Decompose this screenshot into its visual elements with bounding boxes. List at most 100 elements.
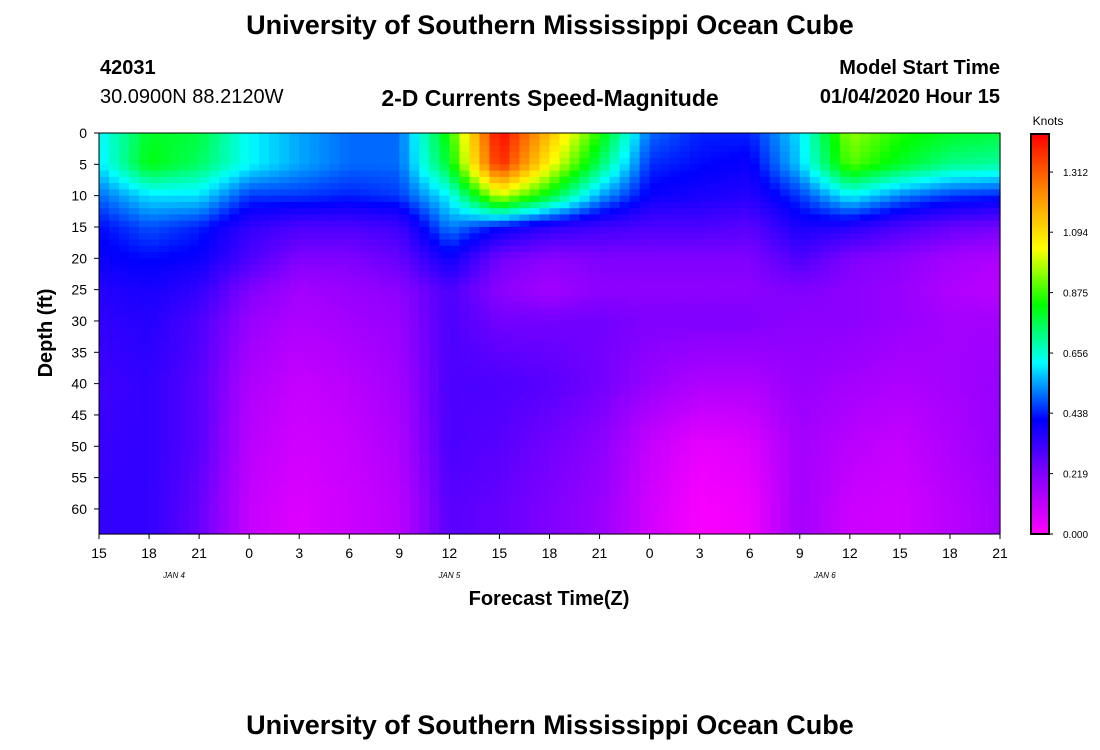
heatmap-cell: [499, 220, 511, 228]
heatmap-cell: [319, 452, 330, 460]
heatmap-cell: [909, 327, 921, 335]
heatmap-cell: [619, 408, 631, 416]
heatmap-cell: [689, 346, 701, 353]
heatmap-cell: [179, 245, 190, 253]
heatmap-cell: [259, 396, 270, 404]
heatmap-cell: [539, 220, 551, 228]
heatmap-cell: [239, 377, 250, 385]
heatmap-cell: [389, 320, 400, 328]
heatmap-cell: [939, 239, 951, 247]
heatmap-cell: [399, 352, 410, 360]
heatmap-cell: [119, 308, 130, 316]
heatmap-cell: [969, 201, 981, 209]
heatmap-cell: [519, 346, 531, 353]
heatmap-cell: [969, 295, 981, 303]
heatmap-cell: [219, 151, 230, 159]
heatmap-cell: [739, 414, 751, 422]
heatmap-cell: [269, 145, 280, 153]
heatmap-cell: [159, 158, 170, 165]
heatmap-cell: [139, 183, 150, 190]
heatmap-cell: [369, 252, 380, 259]
heatmap-cell: [639, 396, 651, 404]
heatmap-cell: [849, 270, 861, 278]
heatmap-cell: [849, 195, 861, 203]
heatmap-cell: [839, 320, 851, 328]
heatmap-cell: [889, 283, 901, 291]
heatmap-cell: [939, 264, 951, 272]
heatmap-cell: [239, 170, 250, 178]
heatmap-cell: [549, 252, 561, 259]
heatmap-cell: [289, 289, 300, 297]
heatmap-cell: [299, 302, 310, 310]
heatmap-cell: [289, 258, 300, 266]
heatmap-cell: [879, 283, 891, 291]
heatmap-cell: [919, 283, 931, 291]
heatmap-cell: [769, 427, 781, 435]
heatmap-cell: [559, 377, 571, 385]
heatmap-cell: [699, 189, 711, 197]
heatmap-cell: [959, 302, 971, 310]
heatmap-cell: [989, 258, 1001, 266]
heatmap-cell: [939, 145, 951, 153]
heatmap-cell: [609, 427, 621, 435]
heatmap-cell: [649, 452, 661, 460]
heatmap-cell: [179, 151, 190, 159]
heatmap-cell: [949, 133, 961, 140]
heatmap-cell: [489, 364, 501, 372]
heatmap-cell: [519, 245, 531, 253]
heatmap-cell: [979, 270, 991, 278]
heatmap-cell: [929, 358, 941, 366]
heatmap-cell: [329, 164, 340, 172]
heatmap-cell: [799, 277, 811, 284]
heatmap-cell: [439, 433, 450, 441]
heatmap-cell: [529, 414, 541, 422]
heatmap-cell: [579, 320, 591, 328]
heatmap-cell: [709, 133, 721, 140]
heatmap-cell: [809, 383, 821, 391]
heatmap-cell: [109, 302, 120, 310]
heatmap-cell: [159, 133, 170, 140]
heatmap-cell: [339, 402, 350, 410]
heatmap-cell: [179, 320, 190, 328]
heatmap-cell: [509, 383, 521, 391]
heatmap-cell: [169, 433, 180, 441]
heatmap-cell: [959, 458, 971, 466]
heatmap-cell: [279, 414, 290, 422]
heatmap-cell: [459, 383, 471, 391]
heatmap-cell: [449, 446, 460, 454]
heatmap-cell: [509, 258, 521, 266]
heatmap-cell: [379, 352, 390, 360]
heatmap-cell: [779, 333, 791, 341]
heatmap-cell: [629, 383, 641, 391]
heatmap-cell: [99, 364, 110, 372]
heatmap-cell: [499, 283, 511, 291]
heatmap-cell: [849, 433, 861, 441]
heatmap-cell: [579, 427, 591, 435]
heatmap-cell: [639, 377, 651, 385]
heatmap-cell: [759, 277, 771, 284]
heatmap-cell: [529, 452, 541, 460]
heatmap-cell: [279, 427, 290, 435]
heatmap-cell: [559, 364, 571, 372]
heatmap-cell: [809, 195, 821, 203]
heatmap-cell: [359, 245, 370, 253]
heatmap-cell: [919, 346, 931, 353]
heatmap-cell: [859, 214, 871, 222]
heatmap-cell: [99, 264, 110, 272]
heatmap-cell: [609, 258, 621, 266]
heatmap-cell: [899, 201, 911, 209]
heatmap-cell: [489, 289, 501, 297]
heatmap-cell: [699, 377, 711, 385]
heatmap-cell: [849, 170, 861, 178]
heatmap-cell: [119, 245, 130, 253]
heatmap-cell: [649, 195, 661, 203]
heatmap-cell: [269, 220, 280, 228]
heatmap-cell: [839, 252, 851, 259]
heatmap-cell: [599, 245, 611, 253]
heatmap-cell: [429, 308, 440, 316]
heatmap-cell: [329, 339, 340, 347]
heatmap-cell: [399, 383, 410, 391]
heatmap-cell: [749, 270, 761, 278]
heatmap-cell: [139, 158, 150, 165]
heatmap-cell: [169, 333, 180, 341]
